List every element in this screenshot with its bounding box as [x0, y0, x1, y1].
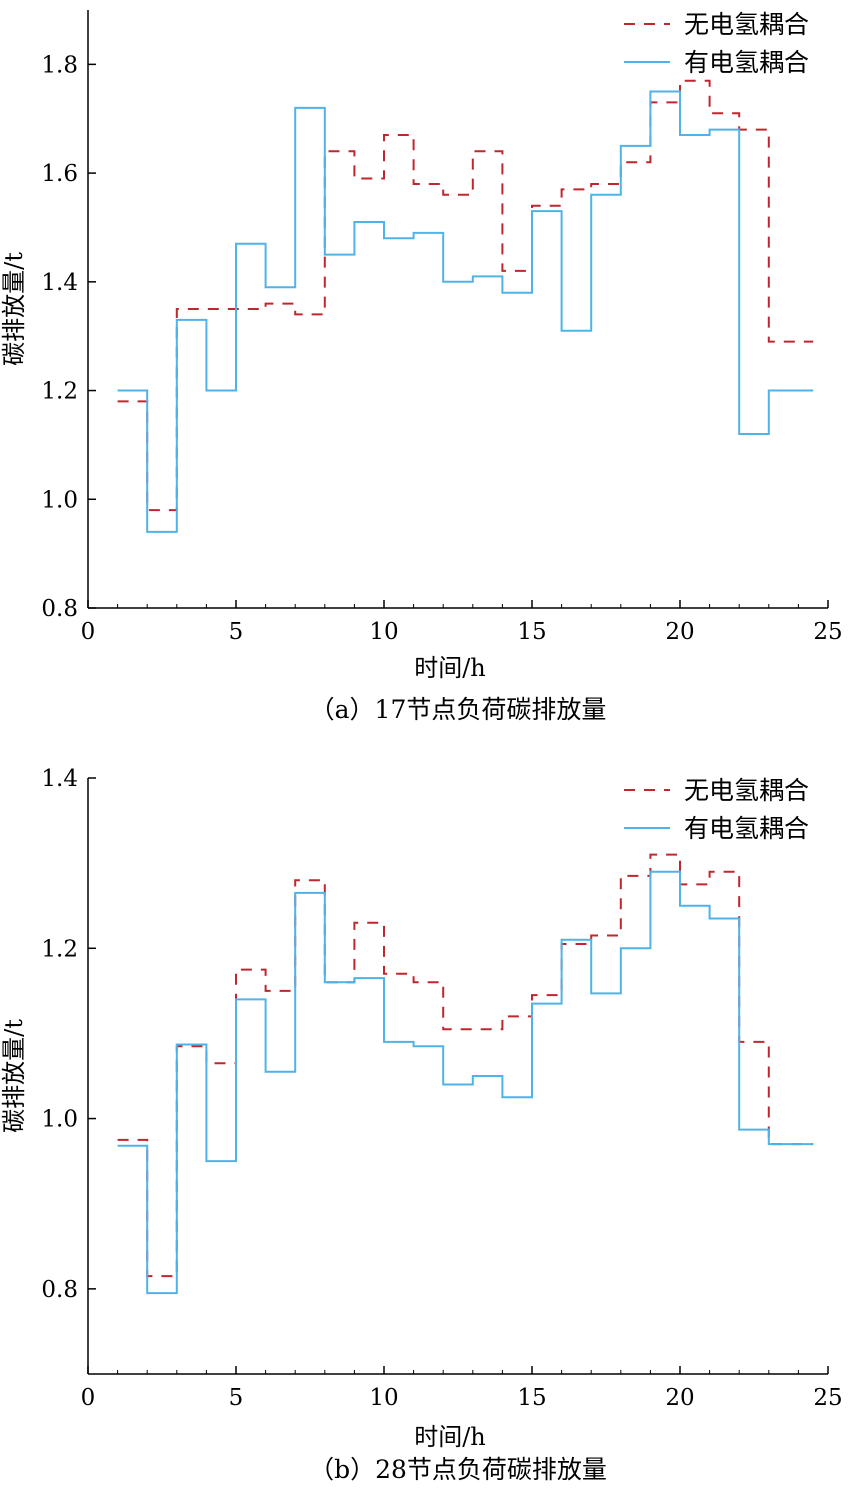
x-tick-label: 25 [813, 1385, 842, 1411]
series-line-1 [117, 79, 814, 512]
y-tick-label: 1.4 [41, 766, 78, 792]
x-tick-label: 0 [81, 1385, 96, 1411]
y-tick-label: 1.0 [41, 1107, 78, 1133]
y-tick-label: 1.4 [41, 270, 78, 296]
series-line-1 [117, 853, 814, 1278]
x-tick-label: 10 [369, 619, 398, 645]
chart-caption: （a）17节点负荷碳排放量 [310, 695, 607, 724]
x-tick-label: 25 [813, 619, 842, 645]
y-tick-label: 1.2 [41, 936, 78, 962]
y-tick-label: 0.8 [41, 1277, 78, 1303]
chart-caption: （b）28节点负荷碳排放量 [309, 1455, 607, 1484]
x-tick-label: 0 [81, 619, 96, 645]
x-tick-label: 5 [229, 619, 244, 645]
y-tick-label: 1.2 [41, 379, 78, 405]
x-tick-label: 15 [517, 619, 546, 645]
y-axis-label: 碳排放量/t [0, 1019, 28, 1133]
y-axis-label: 碳排放量/t [0, 252, 28, 366]
x-tick-label: 10 [369, 1385, 398, 1411]
y-tick-label: 1.0 [41, 487, 78, 513]
legend-label-2: 有电氢耦合 [684, 814, 809, 843]
series-line-2 [117, 90, 814, 533]
y-tick-label: 1.8 [41, 52, 78, 78]
legend-label-1: 无电氢耦合 [684, 10, 809, 39]
y-tick-label: 1.6 [41, 161, 78, 187]
x-axis-label: 时间/h [414, 654, 486, 682]
x-tick-label: 20 [665, 1385, 694, 1411]
y-tick-label: 0.8 [41, 596, 78, 622]
legend-label-2: 有电氢耦合 [684, 48, 809, 77]
x-tick-label: 15 [517, 1385, 546, 1411]
x-axis-label: 时间/h [414, 1423, 486, 1451]
chart-a: 0 5 10 15 20 25 0.8 1.0 1.2 1.4 1.6 1.8 无电氢耦合有电氢耦合时间… [0, 10, 843, 724]
series-line-2 [117, 870, 814, 1295]
legend-label-1: 无电氢耦合 [684, 776, 809, 805]
x-tick-label: 20 [665, 619, 694, 645]
x-tick-label: 5 [229, 1385, 244, 1411]
